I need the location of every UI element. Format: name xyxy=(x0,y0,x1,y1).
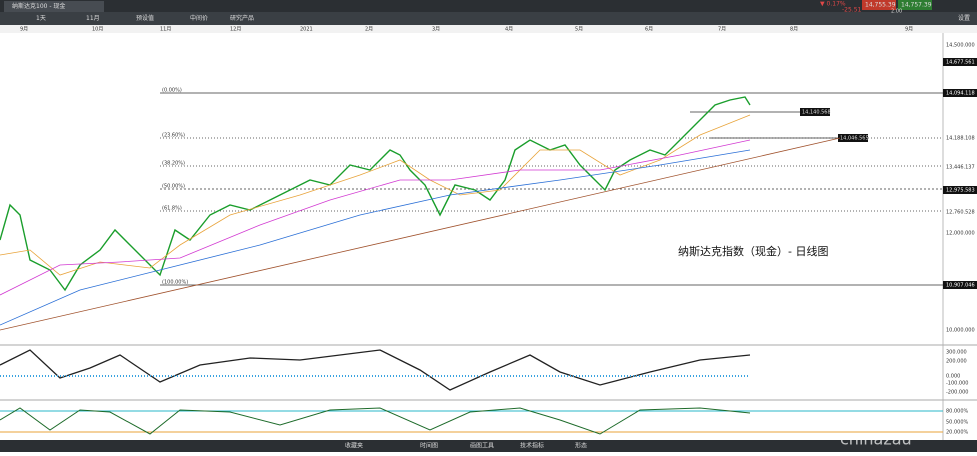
fib-label: (100.00%) xyxy=(162,280,188,286)
macd-line xyxy=(0,349,751,391)
bottom-menu: 收藏夹 时间图 画图工具 技术指标 形态 xyxy=(345,442,587,450)
price-label: 12,000.000 xyxy=(946,231,975,237)
tab-label[interactable]: 纳斯达克100 - 现金 xyxy=(12,2,65,10)
time-label: 2021 xyxy=(300,27,313,33)
level-box xyxy=(838,134,868,142)
price-label: 10,907.046 xyxy=(946,283,975,289)
time-axis xyxy=(0,25,977,33)
ma-mid xyxy=(0,139,751,296)
price-label: 13,446.137 xyxy=(946,165,975,171)
tab[interactable] xyxy=(4,1,104,12)
fib-label: (38.20%) xyxy=(162,161,185,167)
time-label: 5月 xyxy=(575,27,583,33)
price-highlight xyxy=(943,58,977,66)
buy-button[interactable] xyxy=(898,0,932,10)
time-label: 2月 xyxy=(365,27,373,33)
price-highlight xyxy=(943,186,977,194)
ma-short xyxy=(0,114,751,276)
stoch-label: 20.000% xyxy=(946,430,968,436)
price-labels: 14,500.000 14,677.561 14,094.118 14,188.108… xyxy=(943,43,977,334)
price-label: 14,188.108 xyxy=(946,136,975,142)
research[interactable]: 研究产品 xyxy=(230,14,254,22)
macd-label: -100.000 xyxy=(946,381,968,387)
fib-label: (61.8%) xyxy=(162,206,182,212)
menu-item[interactable]: 画图工具 xyxy=(470,443,494,450)
time-label: 11月 xyxy=(160,27,171,33)
time-label: 8月 xyxy=(790,27,798,33)
toolbar xyxy=(0,12,977,25)
time-label: 12月 xyxy=(230,27,241,33)
menu-item[interactable]: 时间图 xyxy=(420,442,438,450)
time-label: 9月 xyxy=(905,27,913,33)
price-line xyxy=(0,96,751,292)
top-bar xyxy=(0,0,977,12)
price-label: 14,094.118 xyxy=(946,91,975,97)
stoch-line xyxy=(0,407,751,435)
fib-labels: (0.00%) (23.60%) (38.20%) (50.00%) (61.8%) (1… xyxy=(162,88,188,286)
price-label: 10,000.000 xyxy=(946,328,975,334)
period[interactable]: 1天 xyxy=(36,15,46,22)
menu-item[interactable]: 技术指标 xyxy=(520,442,544,450)
fib-label: (0.00%) xyxy=(162,88,182,94)
time-label: 7月 xyxy=(718,27,726,33)
chart-title: 纳斯达克指数（现金）- 日线图 xyxy=(678,244,828,258)
settings[interactable]: 设置 xyxy=(958,14,970,22)
fib-label: (23.60%) xyxy=(162,133,185,139)
time-label: 9月 xyxy=(20,27,28,33)
fib-label: (50.00%) xyxy=(162,184,185,190)
macd-label: 0.000 xyxy=(946,374,960,380)
time-label: 3月 xyxy=(432,27,440,33)
macd-label: -200.000 xyxy=(946,390,968,396)
time-label: 4月 xyxy=(505,27,513,33)
price-highlight xyxy=(943,281,977,289)
price-label: 12,760.528 xyxy=(946,210,975,216)
menu-item[interactable]: 形态 xyxy=(575,442,587,450)
buy-price[interactable]: 14,757.39 xyxy=(901,2,932,9)
level-mid: 14,046.565 xyxy=(840,136,869,142)
stoch-label: 80.000% xyxy=(946,409,968,415)
ma-long xyxy=(0,149,751,326)
macd-label: 200.000 xyxy=(946,359,967,365)
time-label: 6月 xyxy=(645,27,653,33)
preset[interactable]: 预设值 xyxy=(136,14,154,22)
sell-price[interactable]: 14,755.39 xyxy=(865,2,896,9)
price-highlight xyxy=(943,89,977,97)
range[interactable]: 11月 xyxy=(86,15,100,22)
mid[interactable]: 中间价 xyxy=(190,14,208,22)
price-label: 14,500.000 xyxy=(946,43,975,49)
watermark: chinazau xyxy=(840,430,912,449)
macd-label: 300.000 xyxy=(946,350,967,356)
spread: 2.00 xyxy=(891,9,902,15)
time-labels: 9月 10月 11月 12月 2021 2月 3月 4月 5月 6月 7月 8月 9月 xyxy=(20,27,913,33)
sell-button[interactable] xyxy=(862,0,896,10)
level-box xyxy=(800,108,830,116)
change-pct: ▼ 0.17% xyxy=(820,1,846,8)
stoch-label: 50.000% xyxy=(946,420,968,426)
trend-line xyxy=(0,137,841,331)
level-high: 14,140.568 xyxy=(802,110,831,116)
time-label: 10月 xyxy=(92,27,103,33)
price-label: 12,975.583 xyxy=(946,188,975,194)
menu-item[interactable]: 收藏夹 xyxy=(345,442,363,450)
bottom-bar xyxy=(0,440,977,452)
price-label: 14,677.561 xyxy=(946,60,975,66)
stoch-labels: 80.000% 50.000% 20.000% xyxy=(946,409,968,436)
change: -25.51 xyxy=(842,7,862,14)
macd-labels: 300.000 200.000 0.000-100.000 -200.000 xyxy=(946,350,968,396)
